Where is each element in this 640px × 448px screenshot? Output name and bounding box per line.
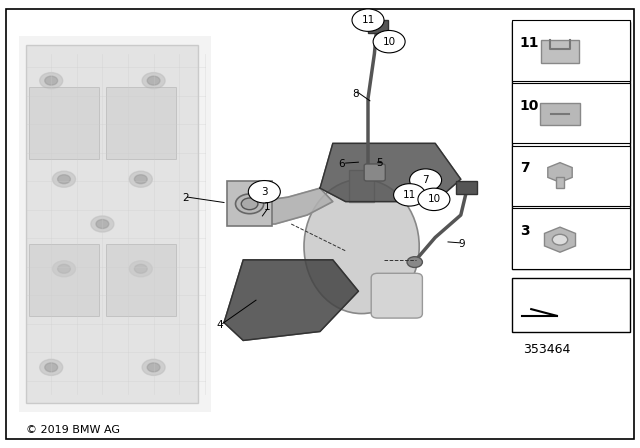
Text: 3: 3 [261,187,268,197]
Circle shape [96,220,109,228]
Circle shape [134,264,147,273]
Circle shape [134,175,147,184]
FancyBboxPatch shape [541,40,579,63]
FancyBboxPatch shape [29,87,99,159]
Text: 1: 1 [264,202,271,212]
Circle shape [147,76,160,85]
FancyBboxPatch shape [227,181,272,226]
Text: 10: 10 [520,99,539,112]
Circle shape [352,9,384,31]
FancyBboxPatch shape [26,45,198,403]
Circle shape [142,359,165,375]
FancyBboxPatch shape [512,208,630,269]
Text: 2: 2 [182,193,189,203]
Polygon shape [320,143,461,202]
Text: 5: 5 [376,158,383,168]
Circle shape [45,76,58,85]
Circle shape [552,234,568,245]
Circle shape [241,198,258,210]
Circle shape [40,359,63,375]
FancyBboxPatch shape [512,20,630,81]
FancyBboxPatch shape [364,164,385,181]
Circle shape [236,194,264,214]
Circle shape [91,216,114,232]
Circle shape [40,73,63,89]
Text: 11: 11 [362,15,374,25]
Circle shape [394,184,426,206]
Circle shape [45,363,58,372]
FancyBboxPatch shape [512,22,630,269]
Text: 8: 8 [352,89,358,99]
FancyBboxPatch shape [368,20,388,33]
FancyBboxPatch shape [106,87,176,159]
Polygon shape [224,260,358,340]
Text: 11: 11 [520,36,539,50]
FancyBboxPatch shape [512,146,630,206]
FancyBboxPatch shape [512,83,630,143]
Circle shape [142,73,165,89]
FancyBboxPatch shape [540,103,580,125]
Circle shape [418,188,450,211]
Text: 3: 3 [520,224,529,238]
Text: 6: 6 [338,159,344,168]
FancyBboxPatch shape [19,36,211,412]
FancyBboxPatch shape [106,244,176,316]
FancyBboxPatch shape [556,177,564,188]
Text: 10: 10 [383,37,396,47]
Circle shape [407,257,422,267]
FancyBboxPatch shape [512,278,630,332]
Text: 9: 9 [459,239,465,249]
Text: 7: 7 [520,161,529,175]
Text: 11: 11 [403,190,416,200]
Text: 353464: 353464 [524,343,571,356]
Circle shape [58,175,70,184]
Text: 7: 7 [422,175,429,185]
Circle shape [58,264,70,273]
Circle shape [410,169,442,191]
Circle shape [373,30,405,53]
Circle shape [147,363,160,372]
FancyBboxPatch shape [456,181,477,194]
FancyBboxPatch shape [349,170,374,202]
Text: © 2019 BMW AG: © 2019 BMW AG [26,425,120,435]
FancyBboxPatch shape [371,273,422,318]
Circle shape [52,261,76,277]
Ellipse shape [304,179,419,314]
Text: 10: 10 [428,194,440,204]
Circle shape [52,171,76,187]
Polygon shape [237,188,333,224]
Circle shape [129,261,152,277]
Text: 4: 4 [216,320,223,330]
Circle shape [248,181,280,203]
FancyBboxPatch shape [29,244,99,316]
Circle shape [129,171,152,187]
